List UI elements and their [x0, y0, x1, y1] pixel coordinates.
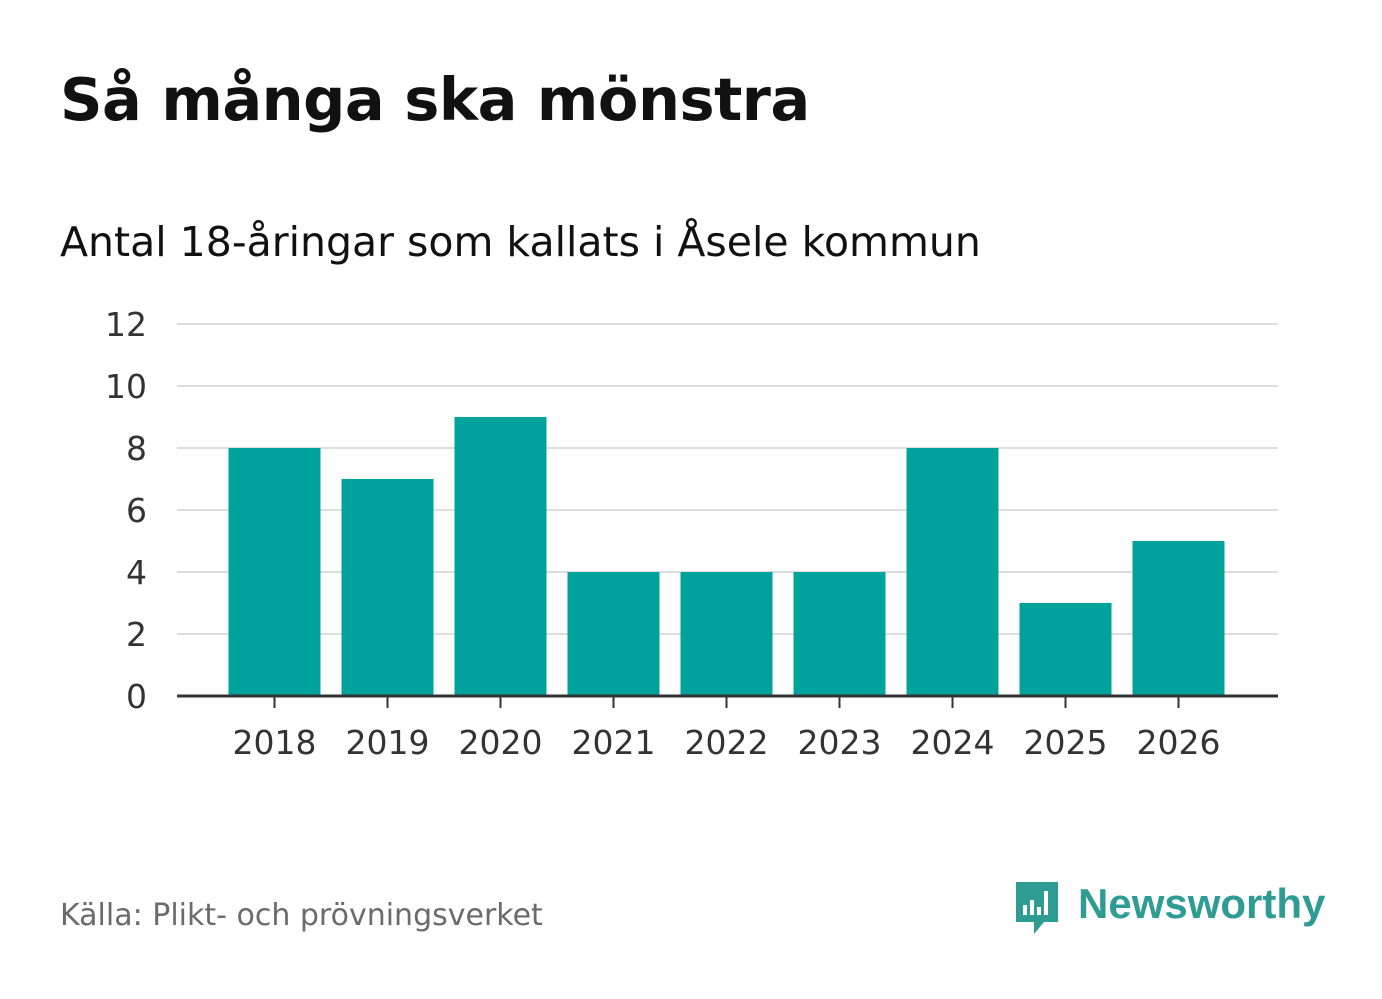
bar-2018 — [228, 448, 321, 696]
bar-2026 — [1132, 541, 1225, 696]
newsworthy-chart-bubble-icon — [1016, 882, 1058, 934]
y-tick-label: 2 — [126, 615, 147, 654]
source-note: Källa: Plikt- och prövningsverket — [60, 898, 543, 933]
bar-2025 — [1019, 603, 1112, 696]
chart-title: Så många ska mönstra — [60, 65, 810, 134]
bar-2020 — [454, 417, 547, 696]
brand-name: Newsworthy — [1078, 880, 1326, 927]
bar-2023 — [793, 572, 886, 696]
y-tick-label: 8 — [126, 429, 147, 468]
bar-2022 — [680, 572, 773, 696]
brand: Newsworthy — [1012, 878, 1325, 942]
bar-2021 — [567, 572, 660, 696]
x-tick-label: 2023 — [798, 723, 882, 762]
x-tick-label: 2018 — [233, 723, 317, 762]
y-tick-label: 10 — [105, 367, 147, 406]
y-tick-label: 0 — [126, 677, 147, 716]
y-axis-ticks: 0 2 4 6 8 10 12 — [105, 305, 147, 716]
x-tick-label: 2022 — [685, 723, 769, 762]
y-tick-label: 6 — [126, 491, 147, 530]
chart-subtitle: Antal 18-åringar som kallats i Åsele kom… — [60, 218, 981, 266]
y-tick-label: 12 — [105, 305, 147, 344]
x-tick-label: 2021 — [572, 723, 656, 762]
x-axis-ticks: 2018 2019 2020 2021 2022 2023 2024 2025 2026 — [233, 696, 1221, 762]
bar-2019 — [341, 479, 434, 696]
x-tick-label: 2024 — [911, 723, 995, 762]
x-tick-label: 2025 — [1024, 723, 1108, 762]
y-tick-label: 4 — [126, 553, 147, 592]
bars — [228, 417, 1225, 696]
x-tick-label: 2026 — [1137, 723, 1221, 762]
x-tick-label: 2020 — [459, 723, 543, 762]
x-tick-label: 2019 — [346, 723, 430, 762]
bar-2024 — [906, 448, 999, 696]
